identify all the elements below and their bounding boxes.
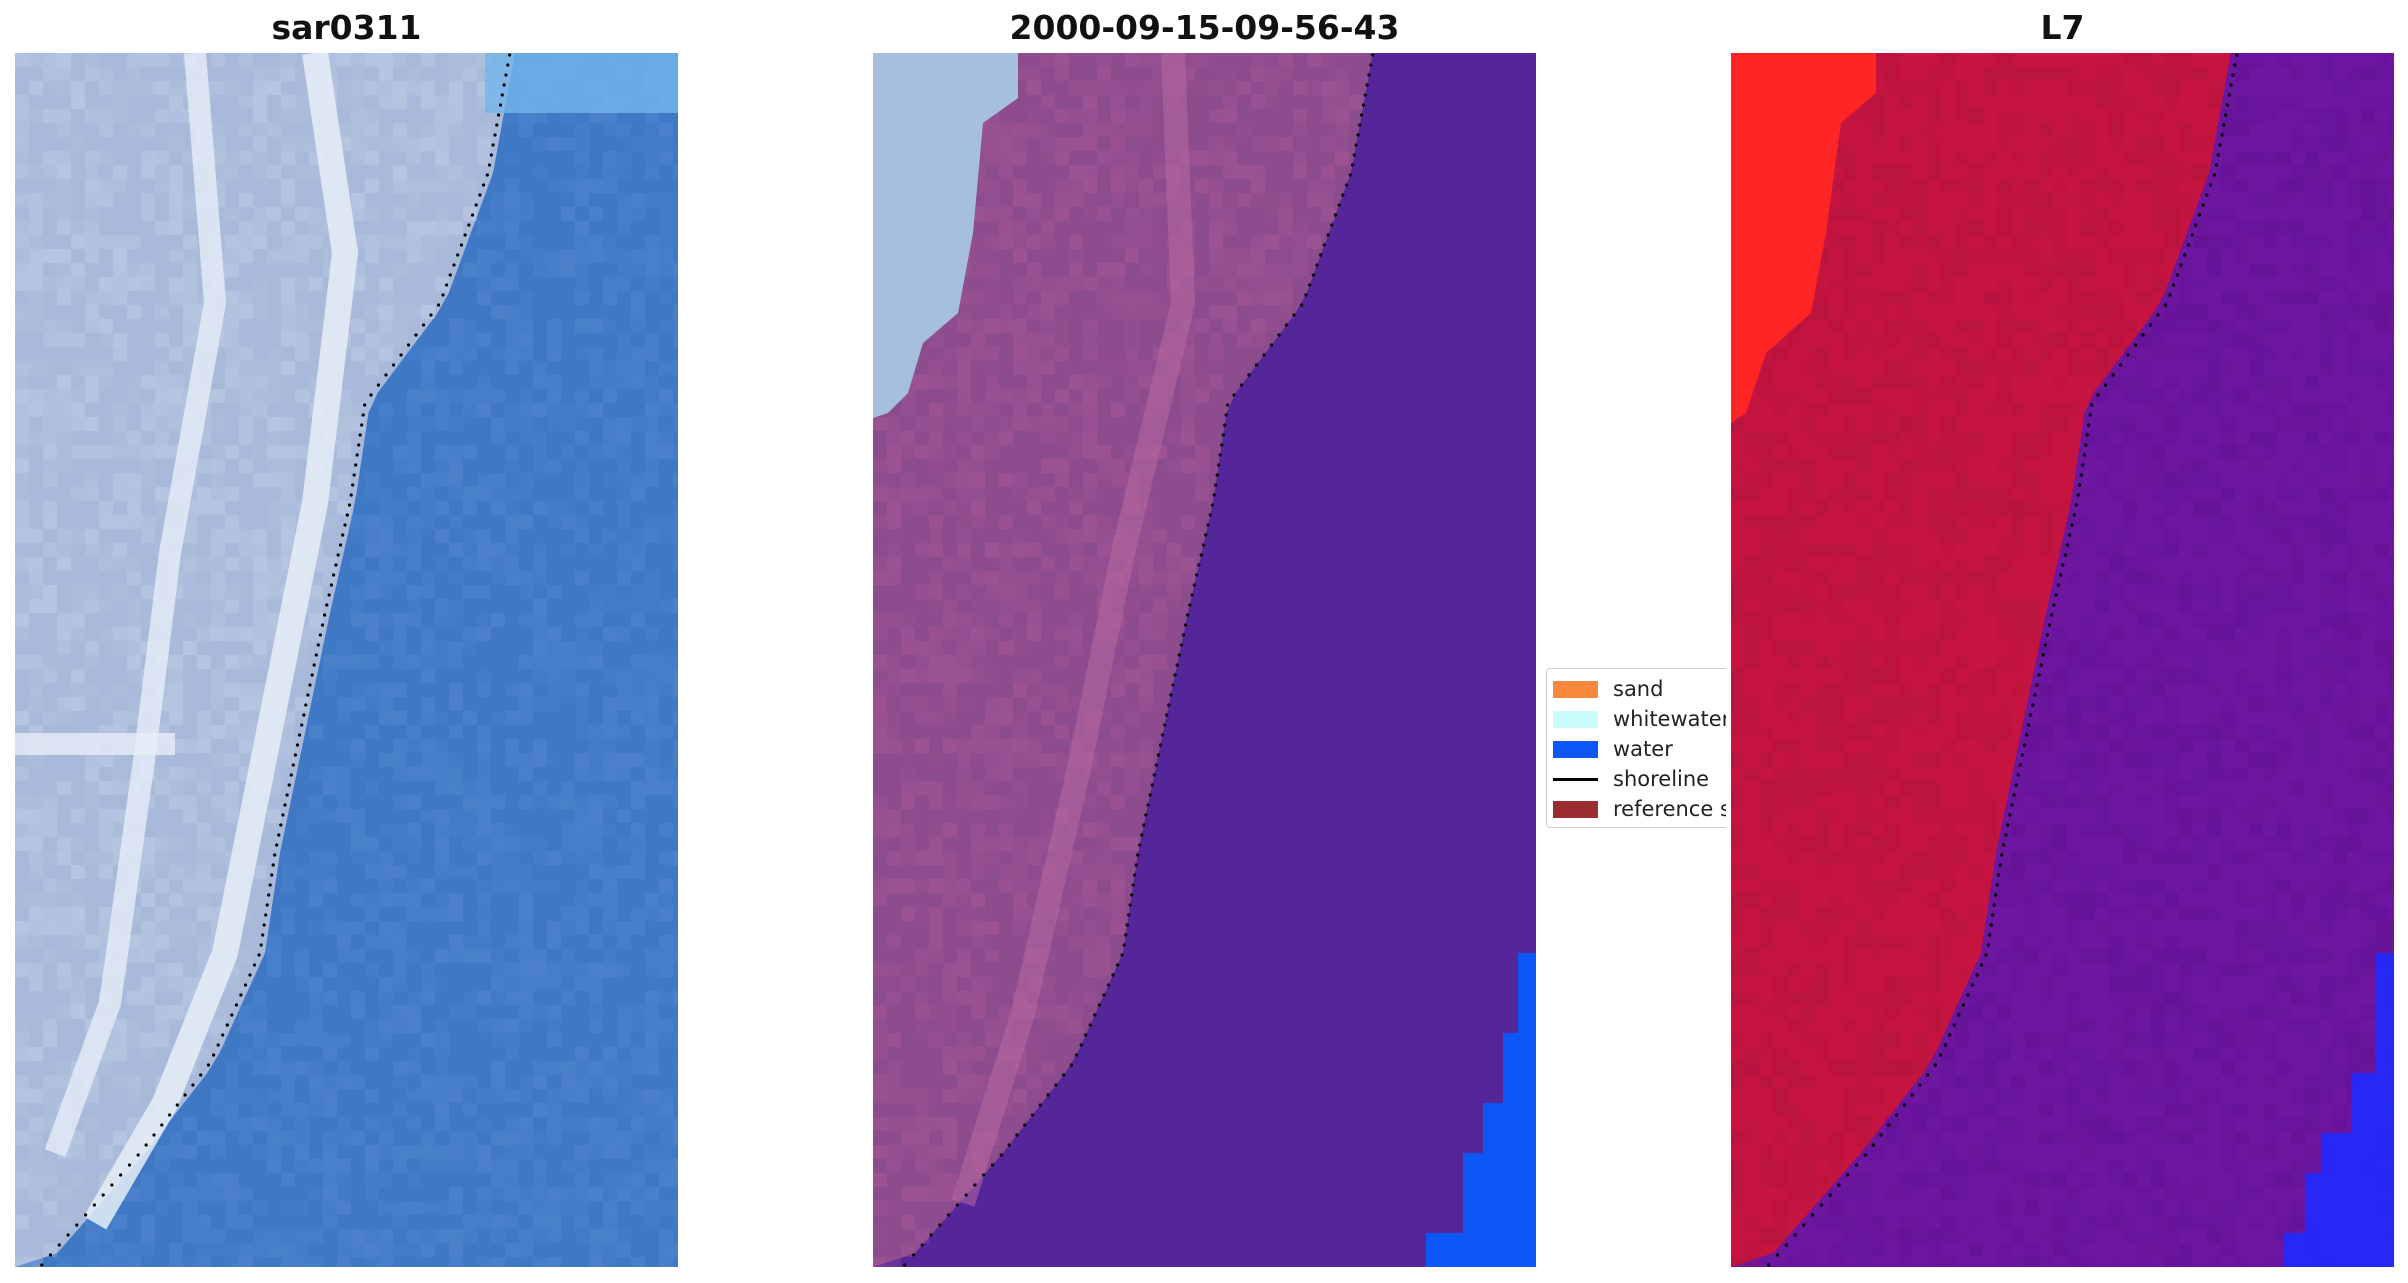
water-swatch xyxy=(1553,740,1598,758)
legend-item-whitewater: whitewater xyxy=(1553,705,1726,733)
legend-label-sand: sand xyxy=(1613,677,1664,701)
legend-item-sand: sand xyxy=(1553,675,1663,703)
nir-image-panel xyxy=(1731,53,2394,1267)
legend-label-reference-shoreline: reference shoreline xyxy=(1613,797,1726,821)
legend-label-water: water xyxy=(1613,737,1673,761)
classified-image-panel xyxy=(873,53,1536,1267)
reference-shoreline-swatch xyxy=(1553,800,1598,818)
shoreline-dots xyxy=(1767,53,2239,1267)
rgb-image-panel xyxy=(15,53,678,1267)
legend-label-whitewater: whitewater xyxy=(1613,707,1726,731)
legend: sand whitewater water shoreline referenc… xyxy=(1546,668,1726,828)
whitewater-swatch xyxy=(1553,710,1598,728)
legend-item-reference-shoreline: reference shoreline xyxy=(1553,795,1726,823)
panel-title-3: L7 xyxy=(2040,8,2085,47)
legend-item-water: water xyxy=(1553,735,1673,763)
panel-title-2: 2000-09-15-09-56-43 xyxy=(1009,8,1400,47)
legend-item-shoreline: shoreline xyxy=(1553,765,1709,793)
legend-label-shoreline: shoreline xyxy=(1613,767,1710,791)
shoreline-dots xyxy=(903,53,1375,1267)
sand-swatch xyxy=(1553,680,1598,698)
shoreline-dots xyxy=(40,53,512,1267)
shoreline-line-swatch xyxy=(1553,777,1598,781)
panel-title-1: sar0311 xyxy=(271,8,422,47)
